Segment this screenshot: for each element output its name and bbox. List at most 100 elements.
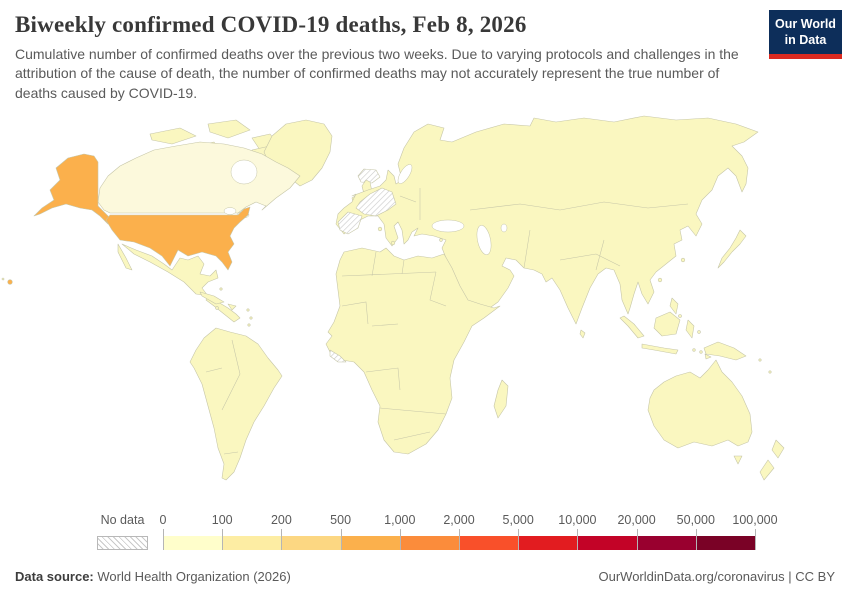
region-sri-lanka[interactable] [579, 329, 586, 339]
credit-link[interactable]: OurWorldinData.org/coronavirus | CC BY [598, 569, 835, 584]
region-lesser-antilles[interactable] [247, 323, 251, 327]
page-title: Biweekly confirmed COVID-19 deaths, Feb … [15, 12, 527, 37]
legend-bin[interactable] [399, 536, 460, 550]
hudson-bay [230, 159, 258, 185]
region-small-island[interactable] [1, 277, 5, 281]
region-west-africa-no-data[interactable] [329, 349, 347, 363]
region-lesser-antilles[interactable] [249, 316, 253, 320]
region-australia[interactable] [647, 359, 753, 449]
region-sicily[interactable] [390, 240, 396, 246]
chart-subtitle: Cumulative number of confirmed deaths ov… [15, 46, 739, 101]
legend-bin[interactable] [518, 536, 578, 550]
owid-logo[interactable]: Our World in Data [769, 10, 842, 60]
region-cyprus[interactable] [439, 238, 443, 242]
border-central-asia [523, 229, 621, 271]
header: Biweekly confirmed COVID-19 deaths, Feb … [15, 10, 842, 103]
legend-bin[interactable] [281, 536, 341, 550]
region-arctic-islands[interactable] [207, 119, 251, 139]
legend-tick-label: 200 [270, 513, 292, 527]
region-spain-portugal-no-data[interactable] [337, 211, 363, 235]
legend-tick-labels: 0 100 200 500 1,000 2,000 5,000 10,000 20,000 50,… [159, 513, 778, 527]
footer: Data source: World Health Organization (… [15, 569, 835, 584]
legend-tick-label: 50,000 [676, 513, 715, 527]
caspian-sea [476, 225, 492, 255]
region-philippines[interactable] [669, 297, 679, 315]
region-pacific-island[interactable] [768, 370, 772, 374]
legend-bin[interactable] [340, 536, 400, 550]
region-arctic-islands[interactable] [149, 127, 197, 145]
region-new-guinea[interactable] [703, 341, 747, 361]
region-japan[interactable] [717, 229, 747, 269]
region-lesser-sunda[interactable] [692, 348, 696, 352]
region-sulawesi[interactable] [685, 319, 695, 339]
legend-tick-label: 10,000 [558, 513, 597, 527]
border-east-africa [365, 271, 447, 391]
region-france-germany-no-data[interactable] [355, 187, 397, 217]
legend-bin[interactable] [459, 536, 519, 550]
border-sahara [341, 251, 437, 277]
black-sea [431, 219, 465, 233]
region-lesser-antilles[interactable] [246, 308, 250, 312]
region-philippines[interactable] [678, 314, 682, 318]
region-timor[interactable] [704, 353, 712, 360]
legend-tick-label: 100 [211, 513, 233, 527]
legend-tick-label: 100,000 [732, 513, 778, 527]
region-hawaii-united-states[interactable] [7, 279, 13, 285]
region-eurasia[interactable] [335, 115, 759, 325]
owid-logo-line2: in Data [784, 32, 827, 47]
aral-sea [500, 223, 508, 233]
region-cuba[interactable] [199, 291, 225, 305]
baltic-sea [397, 164, 413, 184]
region-iceland-no-data[interactable] [357, 168, 381, 184]
world-map [0, 110, 850, 512]
data-source-value: World Health Organization (2026) [93, 569, 291, 584]
region-new-zealand-north[interactable] [771, 439, 785, 459]
region-tasmania[interactable] [733, 455, 743, 465]
great-lakes [223, 207, 237, 215]
region-mexico[interactable] [121, 243, 219, 297]
region-borneo[interactable] [653, 311, 681, 337]
region-united-states[interactable] [105, 206, 251, 271]
region-hispaniola[interactable] [227, 303, 237, 311]
legend-bin[interactable] [695, 536, 756, 550]
region-jamaica[interactable] [215, 306, 219, 310]
region-madagascar[interactable] [493, 379, 509, 419]
legend-tick-label: 5,000 [502, 513, 534, 527]
region-south-america[interactable] [189, 327, 283, 481]
no-data-swatch[interactable] [97, 536, 148, 550]
no-data-label: No data [100, 513, 145, 527]
legend-tick-label: 20,000 [617, 513, 656, 527]
legend-bin[interactable] [222, 536, 282, 550]
border-southern-africa [379, 407, 447, 441]
region-sumatra[interactable] [619, 315, 645, 339]
region-java[interactable] [641, 343, 679, 355]
border-argentina-chile [205, 367, 239, 455]
data-source-label: Data source: [15, 569, 94, 584]
border-russia-south [469, 201, 689, 211]
region-maluku[interactable] [697, 330, 701, 334]
data-source: Data source: World Health Organization (… [15, 569, 291, 584]
legend-color-bar [163, 536, 756, 550]
region-hainan[interactable] [657, 277, 663, 283]
border-brazil-west [221, 339, 241, 411]
legend-tick-label: 500 [330, 513, 352, 527]
map-legend: No data 0 100 200 500 1,000 2,000 5,000 10,000 2… [0, 512, 850, 554]
region-canada[interactable] [97, 141, 301, 214]
legend-bin[interactable] [163, 536, 223, 550]
owid-logo-line1: Our World [775, 17, 836, 31]
region-taiwan[interactable] [680, 257, 686, 263]
legend-tick-line [755, 529, 756, 550]
legend-bin[interactable] [636, 536, 696, 550]
region-lesser-sunda[interactable] [699, 350, 703, 354]
region-baja-california[interactable] [117, 243, 133, 271]
border-east-europe [399, 188, 421, 220]
region-pacific-island[interactable] [758, 358, 762, 362]
region-africa[interactable] [325, 247, 501, 455]
region-new-zealand-south[interactable] [759, 459, 775, 481]
legend-bin[interactable] [577, 536, 637, 550]
legend-tick-label: 1,000 [384, 513, 416, 527]
region-bahamas[interactable] [219, 287, 223, 291]
region-sardinia[interactable] [377, 226, 383, 232]
legend-tick-label: 0 [159, 513, 167, 527]
